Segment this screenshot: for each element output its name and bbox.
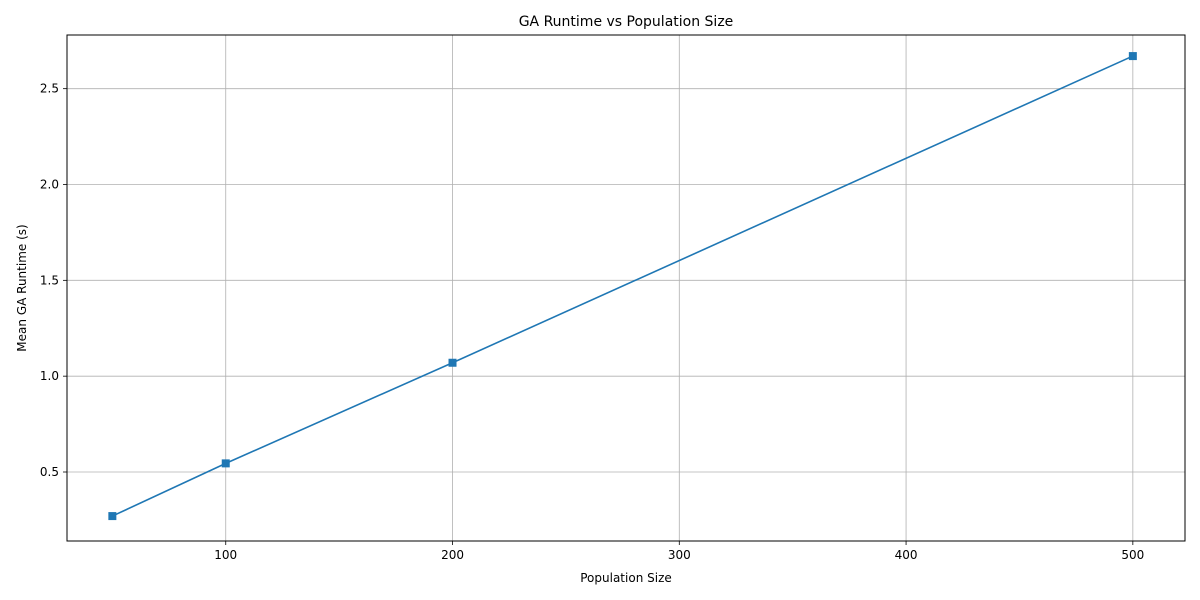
x-tick-label: 500 xyxy=(1121,548,1144,562)
x-tick-label: 400 xyxy=(895,548,918,562)
x-tick-label: 100 xyxy=(214,548,237,562)
grid xyxy=(67,35,1185,541)
chart-title: GA Runtime vs Population Size xyxy=(519,14,734,30)
ticks: 100 200 300 400 500 0.5 1.0 1.5 2.0 2.5 xyxy=(40,82,1144,562)
y-tick-label: 2.0 xyxy=(40,178,59,192)
y-tick-label: 1.5 xyxy=(40,273,59,287)
data-point-marker xyxy=(448,358,457,367)
x-tick-label: 300 xyxy=(668,548,691,562)
y-tick-label: 1.0 xyxy=(40,369,59,383)
y-tick-label: 0.5 xyxy=(40,465,59,479)
series-line xyxy=(112,55,1134,517)
data-point-marker xyxy=(108,512,117,521)
x-tick-label: 200 xyxy=(441,548,464,562)
x-axis-label: Population Size xyxy=(580,571,672,585)
y-tick-label: 2.5 xyxy=(40,82,59,96)
data-series xyxy=(108,52,1137,521)
y-axis-label: Mean GA Runtime (s) xyxy=(15,224,29,351)
data-point-marker xyxy=(221,459,230,468)
plot-frame xyxy=(66,34,1186,542)
data-point-marker xyxy=(1128,52,1137,61)
